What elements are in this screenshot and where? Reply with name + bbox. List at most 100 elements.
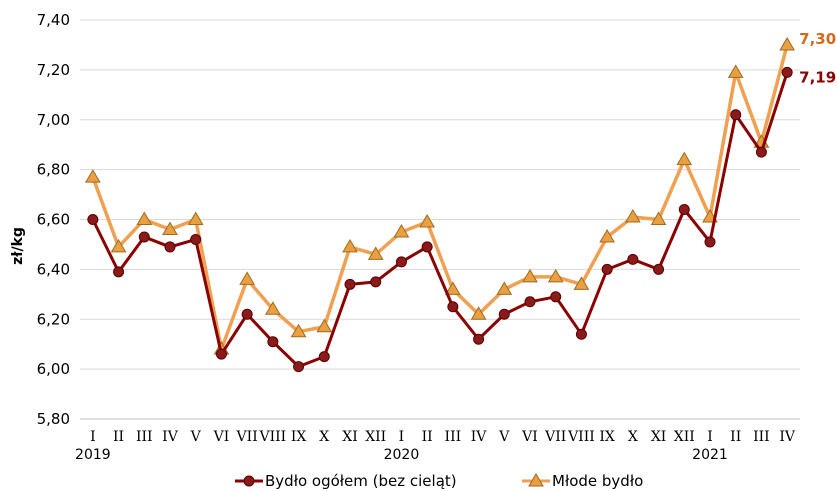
x-tick-label: III	[753, 429, 770, 445]
legend-label: Młode bydło	[552, 472, 643, 490]
series-layer	[84, 36, 796, 373]
data-point	[264, 301, 281, 315]
legend-marker	[528, 473, 544, 487]
data-point	[524, 296, 536, 308]
data-point	[599, 228, 616, 243]
x-tick-label: XI	[651, 429, 667, 445]
data-point	[650, 211, 667, 225]
data-point	[113, 266, 125, 278]
data-point	[473, 333, 485, 345]
y-tick-label: 7,20	[37, 61, 70, 79]
data-point	[342, 238, 358, 253]
x-tick-label: X	[628, 429, 638, 445]
x-tick-label: X	[319, 429, 329, 445]
data-point	[190, 233, 202, 245]
series-0	[87, 66, 793, 373]
x-tick-label: II	[113, 429, 124, 445]
data-point	[550, 291, 562, 303]
legend-item: Bydło ogółem (bez cieląt)	[235, 472, 457, 490]
data-point	[627, 253, 639, 265]
x-tick-label: XII	[674, 429, 695, 445]
x-tick-label: VII	[236, 429, 258, 445]
y-tick-label: 6,80	[37, 161, 70, 179]
y-tick-label: 6,20	[37, 310, 70, 328]
data-point	[293, 361, 305, 373]
data-point	[110, 238, 127, 253]
series-line	[91, 71, 789, 369]
y-tick-label: 6,00	[37, 360, 70, 378]
x-tick-label: IX	[291, 429, 307, 445]
x-tick-label: XI	[342, 429, 358, 445]
data-point	[318, 351, 330, 363]
y-tick-label: 5,80	[37, 410, 70, 428]
data-point	[84, 169, 101, 183]
x-tick-label: IV	[779, 429, 796, 445]
x-tick-label: VIII	[567, 429, 595, 445]
x-tick-label: I	[399, 429, 405, 445]
data-point	[370, 276, 382, 288]
data-point	[547, 268, 564, 283]
data-point	[187, 211, 204, 225]
y-axis-label: zł/kg	[10, 227, 26, 265]
data-point	[138, 231, 150, 243]
y-axis-ticks: 5,80 6,00 6,20 6,40 6,60 6,80 7,00 7,20 7,40	[37, 11, 70, 428]
data-point	[779, 36, 796, 51]
data-point	[678, 204, 690, 216]
data-point	[676, 151, 693, 166]
data-point	[267, 336, 279, 348]
data-point	[498, 308, 510, 320]
year-label: 2021	[692, 447, 728, 463]
data-point	[87, 214, 99, 225]
x-tick-label: III	[445, 429, 462, 445]
data-point	[755, 146, 767, 158]
x-tick-label: II	[730, 429, 741, 445]
x-tick-label: I	[707, 429, 713, 445]
data-point	[164, 241, 176, 253]
end-value-label: 7,30	[799, 30, 836, 48]
y-tick-label: 6,40	[37, 260, 70, 278]
data-point	[496, 281, 513, 295]
x-tick-label: II	[422, 429, 433, 445]
data-point	[239, 271, 256, 285]
data-point	[704, 236, 716, 248]
data-point	[653, 263, 665, 275]
y-tick-label: 6,60	[37, 211, 70, 229]
series-line	[91, 44, 789, 351]
x-tick-label: VI	[213, 429, 230, 445]
y-tick-label: 7,40	[37, 11, 70, 29]
data-point	[575, 328, 587, 340]
legend: Bydło ogółem (bez cieląt) Młode bydło	[235, 472, 643, 490]
x-tick-label: IV	[162, 429, 179, 445]
data-point	[162, 221, 178, 235]
data-point	[727, 64, 744, 78]
end-value-label: 7,19	[799, 68, 836, 86]
data-point	[421, 241, 433, 253]
end-labels: 7,19 7,30	[799, 30, 836, 86]
year-label: 2020	[384, 447, 420, 463]
data-point	[601, 263, 613, 275]
x-tick-label: V	[190, 429, 202, 445]
y-tick-label: 7,00	[37, 111, 70, 129]
data-point	[444, 281, 461, 295]
data-point	[624, 209, 641, 223]
data-point	[522, 268, 538, 283]
data-point	[730, 109, 742, 121]
data-point	[393, 223, 410, 238]
data-point	[573, 276, 590, 290]
data-point	[136, 211, 153, 225]
data-point	[395, 256, 407, 268]
x-tick-label: IV	[471, 429, 488, 445]
data-point	[241, 308, 253, 320]
x-tick-label: V	[498, 429, 510, 445]
data-point	[781, 66, 793, 78]
x-tick-label: XII	[365, 429, 386, 445]
data-point	[215, 348, 227, 360]
year-label: 2019	[75, 447, 111, 463]
legend-item: Młode bydło	[522, 472, 643, 490]
data-point	[344, 278, 356, 290]
data-point	[447, 301, 459, 313]
data-point	[290, 323, 307, 338]
x-tick-label: VI	[521, 429, 538, 445]
data-point	[367, 246, 384, 260]
